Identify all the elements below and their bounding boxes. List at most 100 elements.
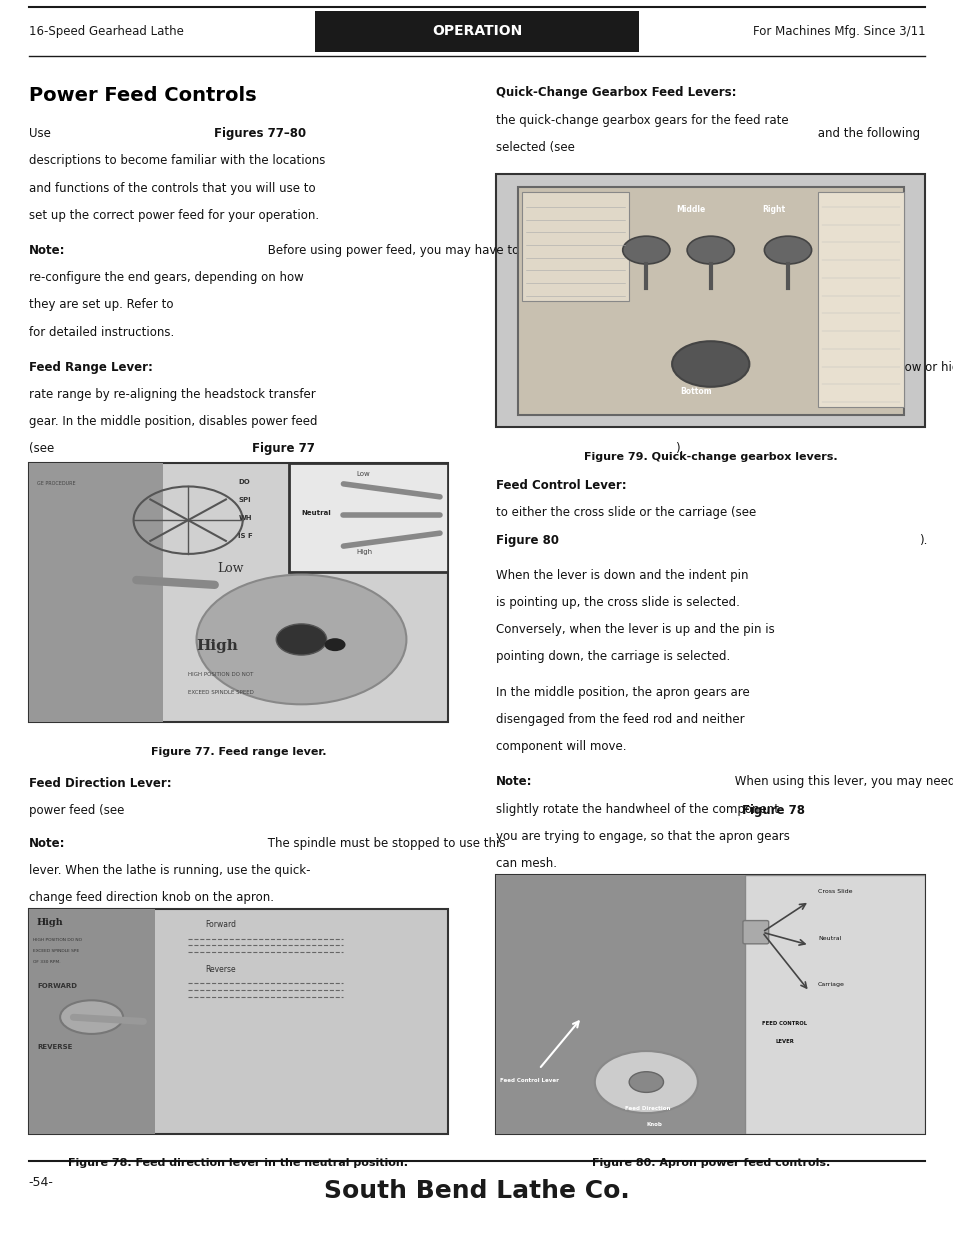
- Bar: [496, 876, 744, 1134]
- Text: (see: (see: [29, 442, 57, 456]
- Text: Note:: Note:: [496, 776, 532, 788]
- Text: Note:: Note:: [29, 836, 65, 850]
- Text: and functions of the controls that you will use to: and functions of the controls that you w…: [29, 182, 314, 195]
- Circle shape: [672, 341, 749, 387]
- Bar: [521, 191, 629, 301]
- Text: Bottom: Bottom: [680, 388, 712, 396]
- Text: Right: Right: [761, 205, 784, 214]
- Text: Feed Control Lever:: Feed Control Lever:: [496, 479, 626, 493]
- Text: For Machines Mfg. Since 3/11: For Machines Mfg. Since 3/11: [752, 25, 924, 38]
- Text: South Bend Lathe Co.: South Bend Lathe Co.: [324, 1179, 629, 1203]
- Text: Quick-Change Gearbox Feed Levers:: Quick-Change Gearbox Feed Levers:: [496, 86, 736, 100]
- Text: Low: Low: [355, 471, 370, 477]
- Text: Before using power feed, you may have to: Before using power feed, you may have to: [263, 245, 518, 257]
- Text: In the middle position, the apron gears are: In the middle position, the apron gears …: [496, 685, 749, 699]
- Text: Figures 77–80: Figures 77–80: [213, 127, 305, 141]
- Circle shape: [629, 1072, 663, 1093]
- Text: OF 330 RPM.: OF 330 RPM.: [32, 961, 60, 965]
- Circle shape: [763, 236, 811, 264]
- Text: HIGH POSITION DO NO: HIGH POSITION DO NO: [32, 937, 82, 942]
- Text: Cross Slide: Cross Slide: [818, 889, 852, 894]
- Text: SPI: SPI: [238, 496, 251, 503]
- Circle shape: [686, 236, 734, 264]
- Bar: [29, 463, 163, 722]
- Text: selected (see: selected (see: [496, 141, 578, 154]
- Text: DO: DO: [238, 479, 250, 485]
- Text: ).: ).: [674, 442, 682, 456]
- Text: Forward: Forward: [205, 920, 235, 930]
- Text: re-configure the end gears, depending on how: re-configure the end gears, depending on…: [29, 272, 303, 284]
- Text: Figure 78: Figure 78: [741, 804, 804, 818]
- FancyBboxPatch shape: [742, 920, 768, 944]
- Text: LEVER: LEVER: [774, 1040, 793, 1045]
- Text: Left: Left: [616, 142, 633, 151]
- Bar: [289, 463, 448, 572]
- Text: Low: Low: [217, 562, 244, 576]
- Text: gear. In the middle position, disables power feed: gear. In the middle position, disables p…: [29, 415, 316, 429]
- Text: lever. When the lathe is running, use the quick-: lever. When the lathe is running, use th…: [29, 863, 310, 877]
- Text: can mesh.: can mesh.: [496, 857, 557, 869]
- Text: EXCEED SPINDLE SPEED: EXCEED SPINDLE SPEED: [188, 690, 253, 695]
- Text: is pointing up, the cross slide is selected.: is pointing up, the cross slide is selec…: [496, 597, 740, 609]
- Circle shape: [276, 624, 326, 655]
- Text: Feed Direction Lever:: Feed Direction Lever:: [29, 777, 172, 790]
- Bar: [744, 876, 924, 1134]
- Text: FORWARD: FORWARD: [37, 983, 77, 989]
- Text: Figure 80. Apron power feed controls.: Figure 80. Apron power feed controls.: [591, 1158, 829, 1168]
- Text: Feed Direction: Feed Direction: [624, 1107, 670, 1112]
- Text: component will move.: component will move.: [496, 740, 626, 753]
- Text: -54-: -54-: [29, 1176, 53, 1189]
- Text: Carriage: Carriage: [818, 983, 844, 988]
- Circle shape: [622, 236, 669, 264]
- Text: When using this lever, you may need to: When using this lever, you may need to: [730, 776, 953, 788]
- Text: High: High: [355, 548, 372, 555]
- Text: WH: WH: [238, 515, 252, 521]
- Text: Figure 80: Figure 80: [496, 534, 558, 547]
- Text: Middle: Middle: [676, 205, 705, 214]
- Text: rate range by re-aligning the headstock transfer: rate range by re-aligning the headstock …: [29, 388, 315, 401]
- Circle shape: [60, 1000, 123, 1034]
- Text: the quick-change gearbox gears for the feed rate: the quick-change gearbox gears for the f…: [496, 114, 788, 127]
- Bar: [314, 11, 639, 52]
- Text: you are trying to engage, so that the apron gears: you are trying to engage, so that the ap…: [496, 830, 789, 842]
- Text: EXCEED SPINDLE SPE: EXCEED SPINDLE SPE: [32, 948, 79, 953]
- Text: High: High: [196, 638, 238, 653]
- Text: The spindle must be stopped to use this: The spindle must be stopped to use this: [263, 836, 505, 850]
- Text: slightly rotate the handwheel of the component: slightly rotate the handwheel of the com…: [496, 803, 779, 815]
- Text: High: High: [37, 918, 64, 927]
- Text: pointing down, the carriage is selected.: pointing down, the carriage is selected.: [496, 651, 730, 663]
- Bar: [29, 463, 448, 722]
- Text: Feed Control Lever: Feed Control Lever: [499, 1078, 558, 1083]
- Text: 16-Speed Gearhead Lathe: 16-Speed Gearhead Lathe: [29, 25, 183, 38]
- Text: Neutral: Neutral: [818, 936, 841, 941]
- Text: for detailed instructions.: for detailed instructions.: [29, 326, 173, 338]
- Bar: [496, 876, 924, 1134]
- Text: Power Feed Controls: Power Feed Controls: [29, 86, 256, 105]
- Text: change feed direction knob on the apron.: change feed direction knob on the apron.: [29, 890, 274, 904]
- Text: Figure 77: Figure 77: [252, 442, 314, 456]
- Text: Use: Use: [29, 127, 54, 141]
- Text: Selects the low or high feed: Selects the low or high feed: [827, 361, 953, 374]
- Bar: [29, 909, 448, 1134]
- Text: Note:: Note:: [29, 245, 65, 257]
- Text: power feed (see: power feed (see: [29, 804, 128, 818]
- Text: ).: ).: [919, 534, 926, 547]
- Bar: [29, 909, 154, 1134]
- Text: FEED CONTROL: FEED CONTROL: [761, 1021, 806, 1026]
- Text: When the lever is down and the indent pin: When the lever is down and the indent pi…: [496, 569, 748, 582]
- Text: descriptions to become familiar with the locations: descriptions to become familiar with the…: [29, 154, 325, 168]
- Text: Figure 77. Feed range lever.: Figure 77. Feed range lever.: [151, 747, 326, 757]
- Text: HIGH POSITION DO NOT: HIGH POSITION DO NOT: [188, 672, 253, 677]
- Text: Figure 78. Feed direction lever in the neutral position.: Figure 78. Feed direction lever in the n…: [69, 1158, 408, 1168]
- Text: Feed Range Lever:: Feed Range Lever:: [29, 361, 152, 374]
- Text: Reverse: Reverse: [205, 966, 235, 974]
- Text: Neutral: Neutral: [301, 510, 331, 516]
- Text: GE PROCEDURE: GE PROCEDURE: [37, 482, 75, 487]
- Text: Figure 79. Quick-change gearbox levers.: Figure 79. Quick-change gearbox levers.: [583, 452, 837, 462]
- Bar: [818, 191, 903, 408]
- Text: disengaged from the feed rod and neither: disengaged from the feed rod and neither: [496, 713, 744, 726]
- Text: set up the correct power feed for your operation.: set up the correct power feed for your o…: [29, 209, 318, 222]
- Text: and the following: and the following: [814, 127, 920, 141]
- Text: Conversely, when the lever is up and the pin is: Conversely, when the lever is up and the…: [496, 624, 774, 636]
- Text: OPERATION: OPERATION: [432, 25, 521, 38]
